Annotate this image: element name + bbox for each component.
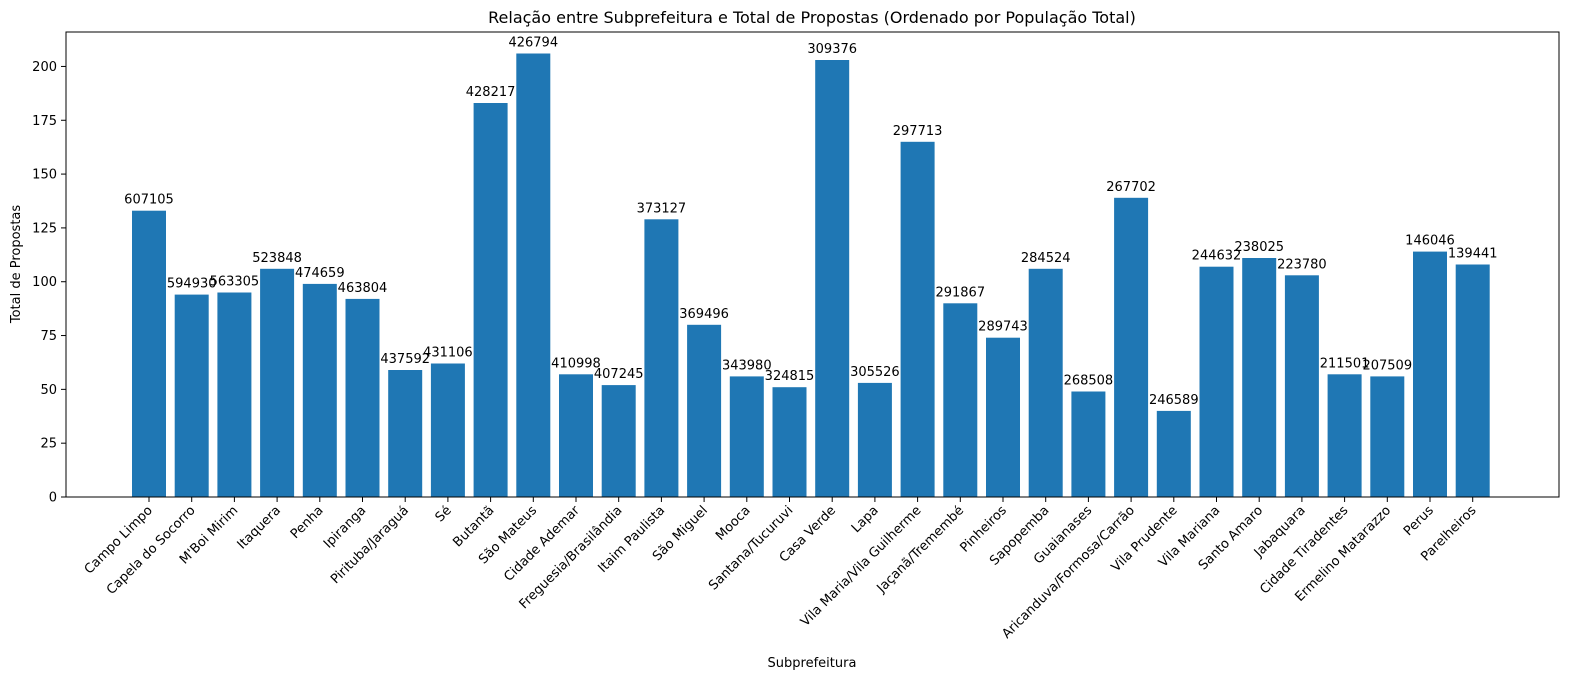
data-label: 607105 [124,193,174,208]
bar [1370,376,1405,497]
data-label: 437592 [380,352,430,367]
x-axis-label: Subprefeitura [768,656,857,671]
data-label: 211501 [1320,356,1370,371]
data-label: 563305 [210,275,260,290]
bar [1413,251,1447,497]
bar [815,60,850,497]
y-tick-label: 200 [32,60,57,75]
data-label: 428217 [466,85,516,100]
data-label: 309376 [807,42,857,57]
data-label: 268508 [1064,374,1114,389]
bar [1156,410,1191,497]
data-label: 223780 [1277,257,1327,272]
data-label: 297713 [893,124,943,139]
data-label: 431106 [423,346,473,361]
data-label: 373127 [637,201,687,216]
x-tick-label: Penha [288,503,327,542]
bar [943,303,978,498]
x-tick-label: Perus [1401,503,1437,539]
data-label: 474659 [295,266,345,281]
x-tick-label: Itaquera [235,503,284,552]
bar [516,53,551,497]
data-label: 246589 [1149,393,1199,408]
x-tick-label: Lapa [849,503,882,536]
x-tick-label: Pirituba/Jaraguá [328,503,412,587]
y-tick-label: 100 [32,275,57,290]
data-label: 594930 [167,277,217,292]
data-label: 146046 [1405,234,1455,249]
bar [1327,374,1362,497]
x-tick-label: Cidade Ademar [501,503,583,585]
bar [900,141,935,498]
data-label: 207509 [1362,358,1412,373]
bar [644,219,679,498]
y-tick-label: 0 [49,491,57,506]
bar [1071,391,1106,497]
x-tick-label: Mooca [713,503,753,543]
data-label: 324815 [765,369,815,384]
data-label: 410998 [551,356,601,371]
y-tick-label: 50 [40,383,57,398]
data-label: 244632 [1192,249,1242,264]
bar [729,376,764,497]
y-tick-label: 175 [32,114,57,129]
data-label: 407245 [594,367,644,382]
bar [687,324,722,497]
data-label: 523848 [252,251,302,266]
bar [986,337,1020,497]
x-tick-label: Sé [433,503,455,525]
bar [1284,275,1319,497]
data-label: 369496 [679,307,729,322]
bar [473,103,508,497]
data-label: 305526 [850,365,900,380]
y-tick-label: 25 [40,437,57,452]
data-label: 139441 [1448,247,1498,262]
y-axis-label: Total de Propostas [9,205,24,325]
y-tick-label: 125 [32,221,57,236]
data-label: 291867 [935,285,985,300]
bar [388,370,423,497]
axes-frame [65,31,1560,498]
bar [430,363,465,497]
y-tick-label: 150 [32,168,57,183]
chart-title: Relação entre Subprefeitura e Total de P… [488,8,1136,27]
bar [132,210,166,497]
data-label: 284524 [1021,251,1071,266]
bar [1114,197,1149,498]
bar [302,283,337,497]
data-label: 289743 [978,320,1028,335]
bar [1028,268,1063,497]
bar [857,382,892,497]
data-label: 238025 [1234,240,1284,255]
bar [174,294,209,497]
bar [217,292,252,497]
bar [559,374,593,497]
y-tick-label: 75 [40,329,57,344]
bar [1242,258,1277,497]
data-label: 343980 [722,358,772,373]
data-label: 426794 [508,36,558,51]
bar [1455,264,1490,497]
bar [345,298,380,497]
bar [260,268,295,497]
bar [772,387,807,497]
bar [601,385,636,497]
data-label: 267702 [1106,180,1156,195]
bar [1199,266,1234,497]
data-label: 463804 [338,281,388,296]
